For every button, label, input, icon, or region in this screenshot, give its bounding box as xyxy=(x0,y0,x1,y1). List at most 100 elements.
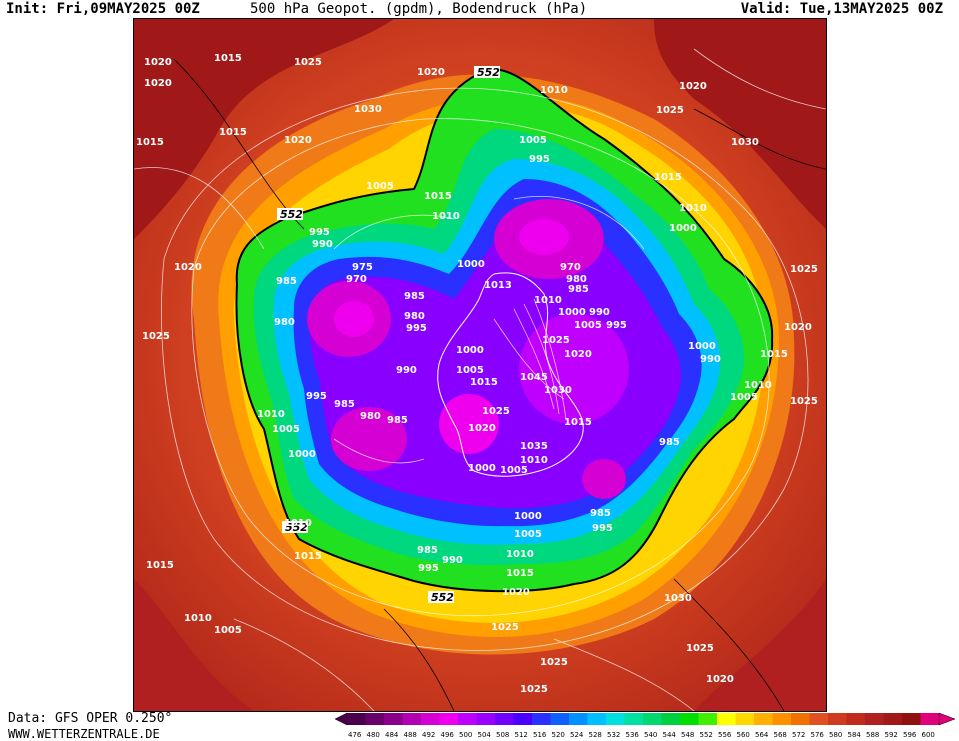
pressure-label: 1030 xyxy=(544,385,572,396)
colorbar-cell xyxy=(809,713,829,725)
colorbar-arrow-high xyxy=(938,712,956,726)
valid-time-label: Valid: Tue,13MAY2025 00Z xyxy=(740,1,943,17)
pressure-label: 995 xyxy=(309,227,330,238)
weather-map: 552 552 552 552 1020 1015 1025 1020 1030 1015… xyxy=(133,18,827,712)
colorbar-cell xyxy=(865,713,884,725)
colorbar-tick-label: 528 xyxy=(589,731,602,739)
pressure-label: 1000 xyxy=(468,463,496,474)
colorbar-tick-label: 508 xyxy=(496,731,509,739)
low-center-east xyxy=(519,314,629,424)
colorbar-tick-label: 504 xyxy=(478,731,492,739)
pressure-label: 1005 xyxy=(456,365,484,376)
pressure-label: 1010 xyxy=(679,203,707,214)
pressure-label: 1010 xyxy=(284,518,312,529)
pressure-label: 1025 xyxy=(540,657,568,668)
colorbar-tick-label: 588 xyxy=(866,731,879,739)
pressure-label: 1010 xyxy=(506,549,534,560)
website-label: WWW.WETTERZENTRALE.DE xyxy=(8,727,160,741)
pressure-label: 990 xyxy=(700,354,721,365)
pressure-label: 1025 xyxy=(542,335,570,346)
pressure-label: 1045 xyxy=(520,372,548,383)
pressure-label: 995 xyxy=(418,563,439,574)
colorbar-tick-label: 512 xyxy=(515,731,528,739)
weather-map-svg: 552 552 552 552 1020 1015 1025 1020 1030 1015… xyxy=(134,19,826,711)
pressure-label: 1015 xyxy=(219,127,247,138)
colorbar-cell xyxy=(772,713,792,725)
colorbar-tick-label: 488 xyxy=(404,731,417,739)
coastline-antarctica xyxy=(437,272,584,477)
pressure-label: 1025 xyxy=(142,331,170,342)
colorbar-tick-label: 532 xyxy=(607,731,620,739)
colorbar-cell xyxy=(791,713,810,725)
pressure-label: 1020 xyxy=(502,587,530,598)
pressure-label: 1000 xyxy=(558,307,586,318)
colorbar-tick-label: 492 xyxy=(422,731,435,739)
pressure-label: 1020 xyxy=(706,674,734,685)
pressure-label: 1015 xyxy=(424,191,452,202)
pressure-label: 985 xyxy=(590,508,611,519)
low-core-west xyxy=(334,301,374,337)
warm-region-sw xyxy=(134,579,254,711)
pressure-label: 1015 xyxy=(146,560,174,571)
colorbar-cell xyxy=(754,713,773,725)
pressure-label: 970 xyxy=(560,262,581,273)
pressure-label: 990 xyxy=(312,239,333,250)
pressure-label: 980 xyxy=(274,317,295,328)
pressure-label: 1020 xyxy=(144,57,172,68)
colorbar-cell xyxy=(680,713,699,725)
pressure-label: 1015 xyxy=(564,417,592,428)
colorbar-tick-label: 536 xyxy=(626,731,640,739)
pressure-label: 1015 xyxy=(294,551,322,562)
colorbar-tick-label: 596 xyxy=(903,731,917,739)
colorbar-tick-label: 496 xyxy=(441,731,455,739)
pressure-label: 1025 xyxy=(520,684,548,695)
colorbar-tick-label: 576 xyxy=(811,731,825,739)
colorbar-cell xyxy=(569,713,588,725)
colorbar-tick-label: 480 xyxy=(367,731,380,739)
colorbar-tick-label: 520 xyxy=(552,731,565,739)
colorbar: 476 480 484 488 492 496 500 504 508 512 516 520 524 5… xyxy=(335,712,956,739)
pressure-label: 1020 xyxy=(284,135,312,146)
colorbar-cell xyxy=(902,713,921,725)
colorbar-tick-label: 584 xyxy=(848,731,862,739)
colorbar-arrow-low xyxy=(335,712,348,726)
pressure-label: 1000 xyxy=(514,511,542,522)
pressure-label: 1015 xyxy=(214,53,242,64)
colorbar-cell xyxy=(421,713,440,725)
colorbar-tick-label: 556 xyxy=(718,731,732,739)
colorbar-cell xyxy=(402,713,422,725)
colorbar-tick-label: 544 xyxy=(663,731,677,739)
pressure-label: 1010 xyxy=(432,211,460,222)
pressure-label: 1005 xyxy=(519,135,547,146)
colorbar-cell xyxy=(735,713,755,725)
pressure-label: 1020 xyxy=(784,322,812,333)
colorbar-tick-label: 572 xyxy=(792,731,805,739)
pressure-label: 1005 xyxy=(366,181,394,192)
colorbar-cell xyxy=(698,713,718,725)
colorbar-tick-labels: 476 480 484 488 492 496 500 504 508 512 516 520 524 5… xyxy=(348,731,935,739)
pressure-label: 990 xyxy=(589,307,610,318)
pressure-label: 1010 xyxy=(540,85,568,96)
pressure-label: 995 xyxy=(592,523,613,534)
colorbar-cell xyxy=(883,713,903,725)
pressure-label: 990 xyxy=(442,555,463,566)
colorbar-tick-label: 592 xyxy=(885,731,898,739)
pressure-label: 1000 xyxy=(457,259,485,270)
pressure-label: 1010 xyxy=(744,380,772,391)
pressure-label: 980 xyxy=(566,274,587,285)
colorbar-cell xyxy=(550,713,570,725)
colorbar-tick-label: 484 xyxy=(385,731,399,739)
colorbar-tick-label: 568 xyxy=(774,731,787,739)
colorbar-cell xyxy=(661,713,681,725)
pressure-label: 1025 xyxy=(491,622,519,633)
pressure-label: 975 xyxy=(352,262,373,273)
pressure-label: 1010 xyxy=(184,613,212,624)
colorbar-tick-label: 516 xyxy=(533,731,547,739)
colorbar-cell xyxy=(495,713,514,725)
pressure-label: 985 xyxy=(404,291,425,302)
pressure-label: 990 xyxy=(396,365,417,376)
colorbar-cell xyxy=(624,713,644,725)
contour-label-552: 552 xyxy=(280,208,303,221)
colorbar-cell xyxy=(458,713,477,725)
pressure-label: 1025 xyxy=(790,264,818,275)
